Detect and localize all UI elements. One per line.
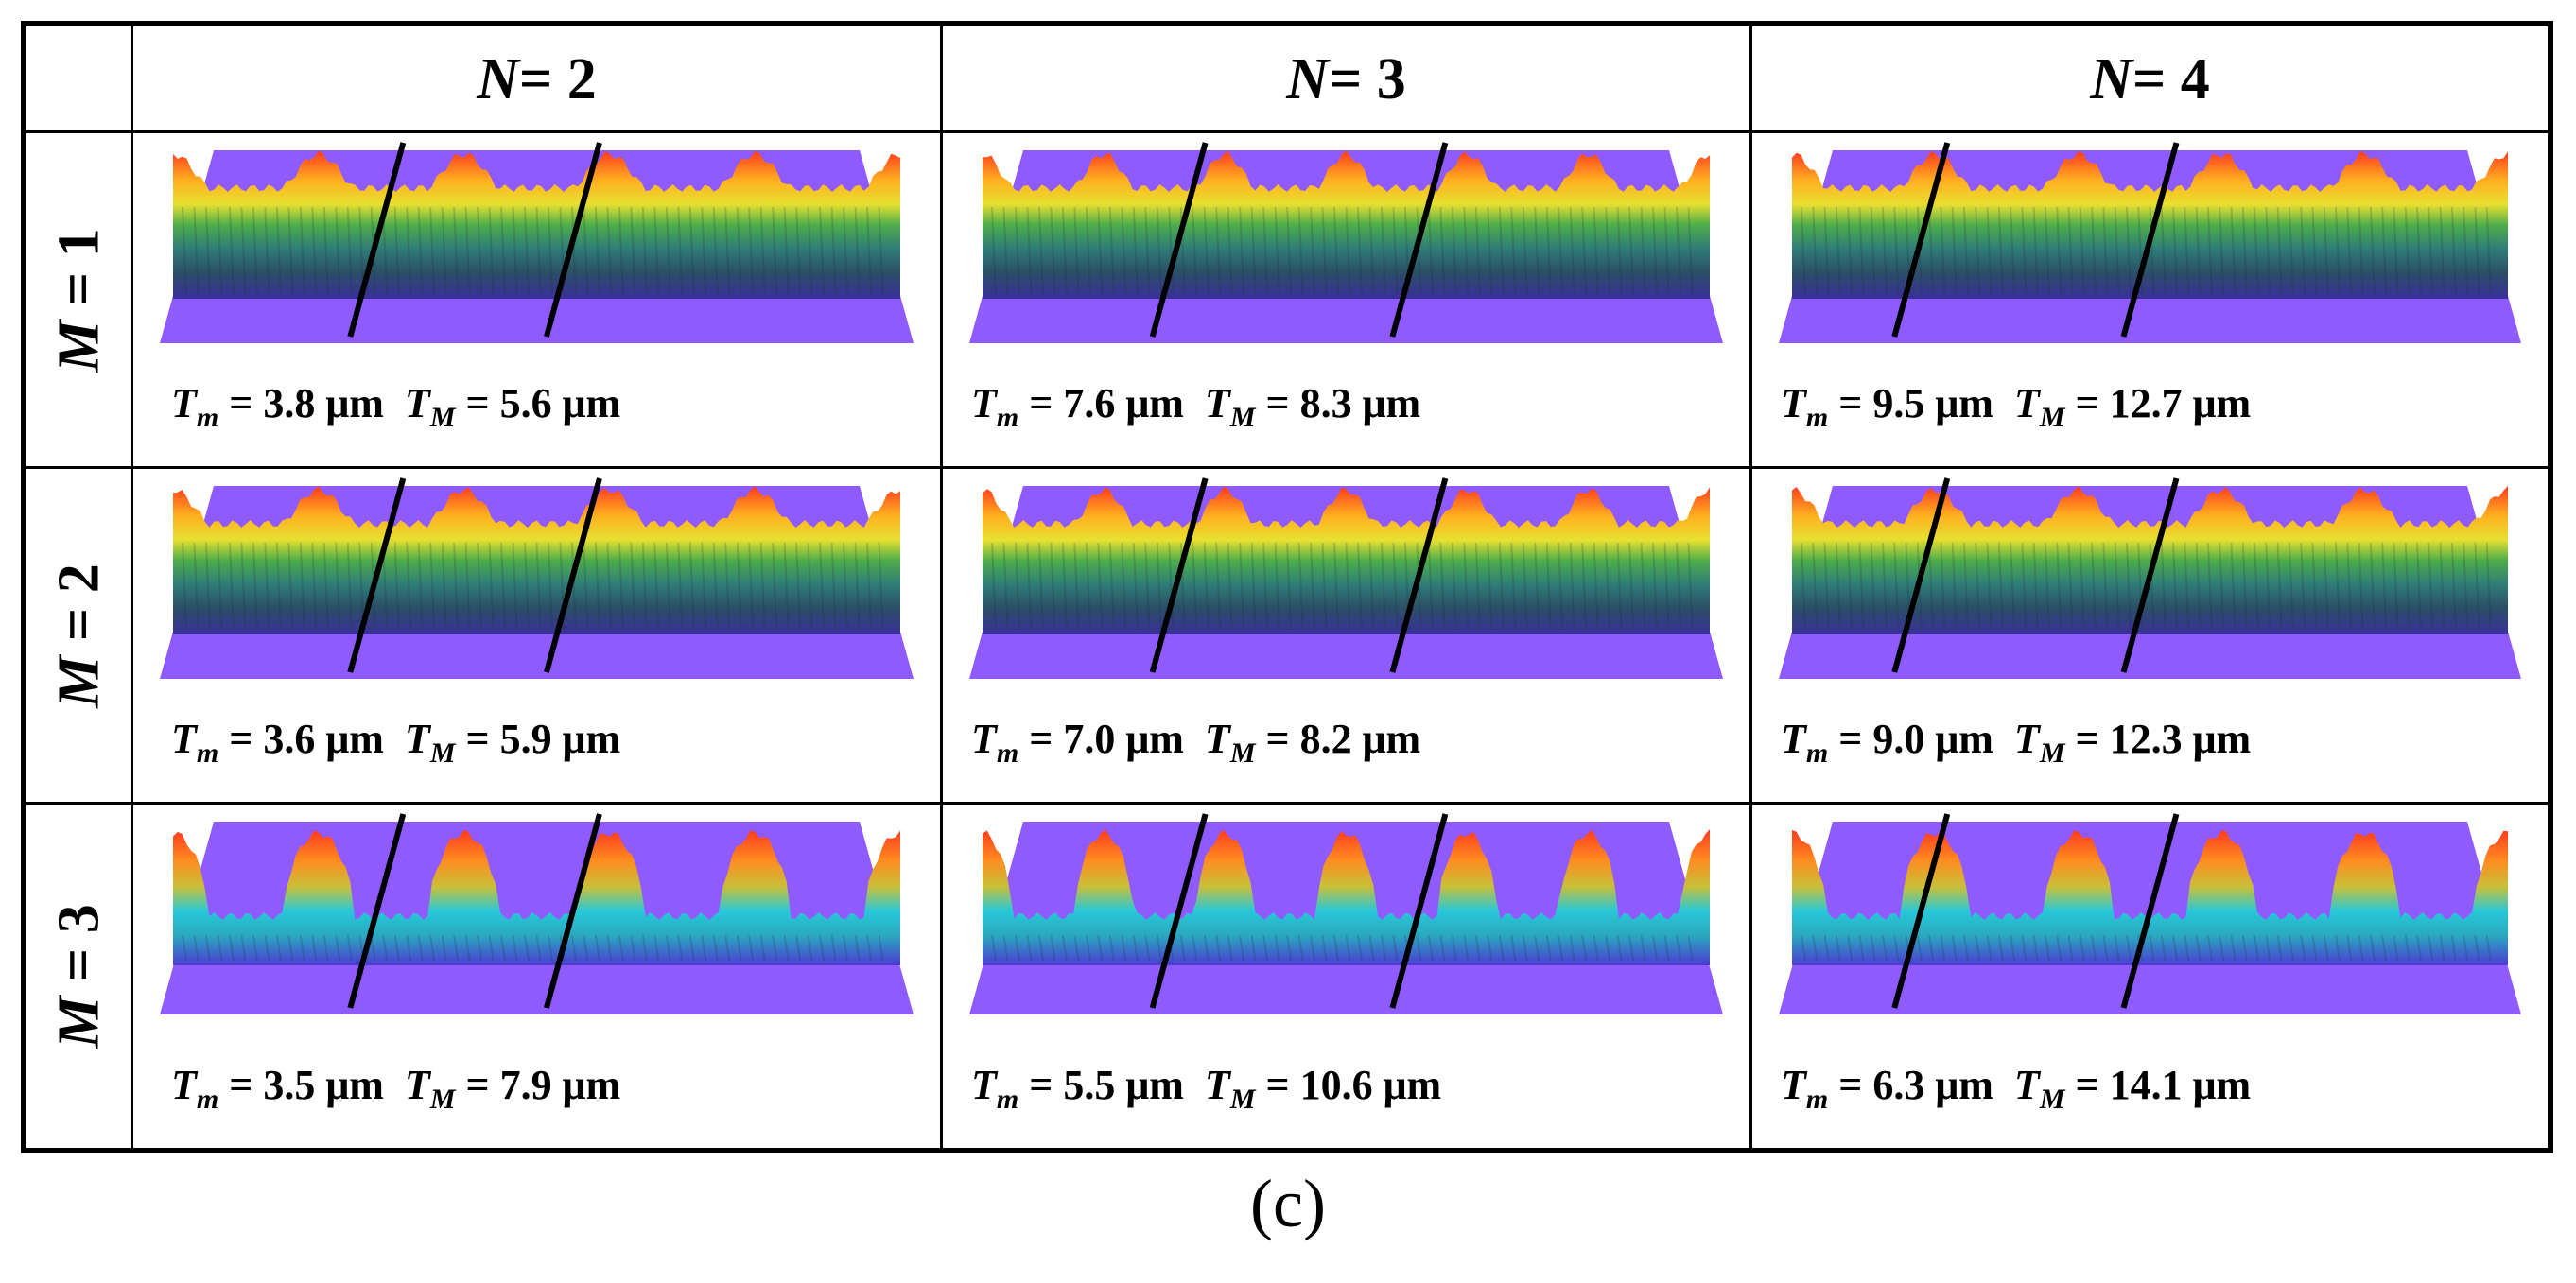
measurement-line — [1389, 142, 1449, 338]
measurement-line — [1149, 813, 1209, 1009]
surface-texture — [182, 542, 884, 631]
thickness-caption: Tm = 3.6 μm TM = 5.9 μm — [171, 716, 621, 769]
grid-hline — [26, 130, 2548, 133]
measurement-line — [544, 142, 602, 338]
cell-r2-c2: Tm = 7.0 μm TM = 8.2 μm — [943, 469, 1749, 802]
thickness-caption: Tm = 9.5 μm TM = 12.7 μm — [1781, 380, 2252, 433]
surface-profile-image — [160, 813, 914, 1014]
surface-profile-image — [969, 477, 1723, 679]
surface-profile-image — [969, 813, 1723, 1014]
measurement-line — [1389, 813, 1449, 1009]
surface-relief — [983, 150, 1710, 299]
thickness-caption: Tm = 3.5 μm TM = 7.9 μm — [171, 1062, 621, 1115]
measurement-line — [2120, 477, 2180, 673]
surface-profile-image — [1779, 813, 2521, 1014]
thickness-caption: Tm = 7.6 μm TM = 8.3 μm — [971, 380, 1421, 433]
surface-relief — [1792, 486, 2508, 634]
cell-r1-c1: Tm = 3.8 μm TM = 5.6 μm — [133, 133, 940, 466]
thickness-caption: Tm = 7.0 μm TM = 8.2 μm — [971, 716, 1421, 769]
measurement-line — [1149, 142, 1209, 338]
grid-hline — [26, 466, 2548, 469]
surface-profile-image — [969, 142, 1723, 343]
figure-table: N = 2 N = 3 N = 4 M = 1 M = 2 M = 3 Tm =… — [21, 21, 2553, 1153]
surface-relief — [1792, 830, 2508, 965]
cell-r1-c2: Tm = 7.6 μm TM = 8.3 μm — [943, 133, 1749, 466]
cell-r2-c3: Tm = 9.0 μm TM = 12.3 μm — [1752, 469, 2548, 802]
surface-profile-image — [1779, 142, 2521, 343]
surface-relief — [173, 830, 900, 965]
measurement-line — [1891, 477, 1951, 673]
measurement-line — [1389, 477, 1449, 673]
row-header-m1: M = 1 — [46, 227, 112, 373]
column-header-n3: N = 3 — [1286, 46, 1406, 112]
surface-profile-image — [160, 142, 914, 343]
surface-texture — [991, 542, 1694, 631]
grid-hline — [26, 802, 2548, 805]
thickness-caption: Tm = 5.5 μm TM = 10.6 μm — [971, 1062, 1442, 1115]
cell-r3-c2: Tm = 5.5 μm TM = 10.6 μm — [943, 805, 1749, 1148]
surface-texture — [991, 206, 1694, 295]
column-header-n4: N = 4 — [2090, 46, 2210, 112]
measurement-line — [1891, 813, 1951, 1009]
surface-texture — [182, 934, 884, 962]
row-header-m2: M = 2 — [46, 563, 112, 708]
thickness-caption: Tm = 9.0 μm TM = 12.3 μm — [1781, 716, 2252, 769]
row-header-m3: M = 3 — [46, 904, 112, 1049]
surface-relief — [983, 486, 1710, 634]
surface-relief — [983, 829, 1710, 965]
thickness-caption: Tm = 6.3 μm TM = 14.1 μm — [1781, 1062, 2252, 1115]
surface-relief — [173, 150, 900, 299]
grid-vline — [1749, 26, 1752, 1148]
surface-texture — [1801, 542, 2492, 631]
measurement-line — [2120, 813, 2180, 1009]
measurement-line — [544, 477, 602, 673]
surface-texture — [1801, 934, 2492, 962]
measurement-line — [1891, 142, 1951, 338]
measurement-line — [347, 477, 407, 673]
cell-r3-c1: Tm = 3.5 μm TM = 7.9 μm — [133, 805, 940, 1148]
measurement-line — [2120, 142, 2180, 338]
thickness-caption: Tm = 3.8 μm TM = 5.6 μm — [171, 380, 621, 433]
cell-r3-c3: Tm = 6.3 μm TM = 14.1 μm — [1752, 805, 2548, 1148]
surface-relief — [173, 486, 900, 634]
surface-profile-image — [1779, 477, 2521, 679]
surface-texture — [1801, 206, 2492, 295]
grid-vline — [131, 26, 133, 1148]
grid-vline — [940, 26, 943, 1148]
measurement-line — [544, 813, 602, 1009]
panel-label: (c) — [1250, 1166, 1326, 1241]
measurement-line — [347, 813, 407, 1009]
cell-r2-c1: Tm = 3.6 μm TM = 5.9 μm — [133, 469, 940, 802]
surface-texture — [991, 934, 1694, 962]
surface-profile-image — [160, 477, 914, 679]
cell-r1-c3: Tm = 9.5 μm TM = 12.7 μm — [1752, 133, 2548, 466]
column-header-n2: N = 2 — [477, 46, 597, 112]
measurement-line — [1149, 477, 1209, 673]
measurement-line — [347, 142, 407, 338]
surface-relief — [1792, 151, 2508, 299]
